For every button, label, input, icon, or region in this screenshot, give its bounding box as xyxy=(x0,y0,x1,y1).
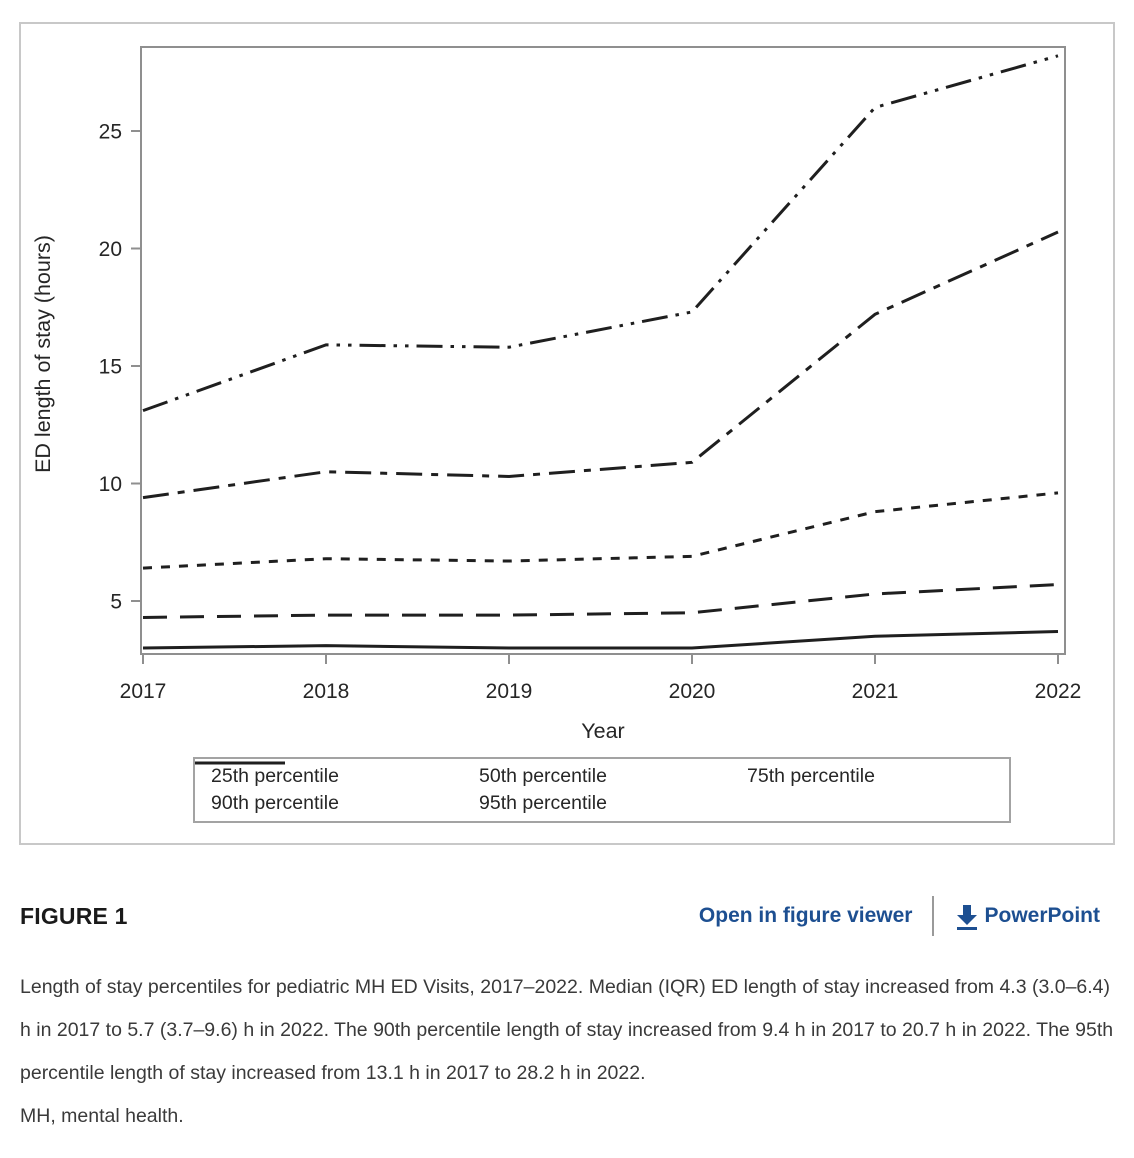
figure-panel: 5 10 15 20 25 2017 2018 2019 2020 2021 2022 Year ED … xyxy=(19,22,1115,845)
link-divider xyxy=(932,896,935,936)
svg-text:2021: 2021 xyxy=(852,680,899,703)
svg-text:ED length of stay (hours): ED length of stay (hours) xyxy=(31,235,55,473)
legend-item: 25th percentile xyxy=(195,761,479,788)
svg-text:20: 20 xyxy=(99,238,122,261)
legend-item: 75th percentile xyxy=(195,761,1015,788)
svg-text:2018: 2018 xyxy=(303,680,350,703)
svg-text:Year: Year xyxy=(581,719,624,743)
svg-text:2017: 2017 xyxy=(120,680,167,703)
figure-caption-block: Length of stay percentiles for pediatric… xyxy=(20,966,1118,1138)
legend-label: 95th percentile xyxy=(479,792,607,814)
legend-label: 25th percentile xyxy=(211,765,339,787)
download-icon xyxy=(954,902,980,930)
svg-text:2020: 2020 xyxy=(669,680,716,703)
svg-text:10: 10 xyxy=(99,473,122,496)
svg-text:2019: 2019 xyxy=(486,680,533,703)
svg-text:2022: 2022 xyxy=(1035,680,1082,703)
legend-label: 75th percentile xyxy=(747,765,875,787)
legend-item: 50th percentile xyxy=(195,761,747,788)
figure-header: FIGURE 1 Open in figure viewer PowerPoin… xyxy=(20,893,1100,939)
legend-label: 90th percentile xyxy=(211,792,339,814)
figure-label: FIGURE 1 xyxy=(20,902,128,929)
abbreviation-note: MH, mental health. xyxy=(20,1105,184,1127)
legend-item: 95th percentile xyxy=(195,761,747,815)
figure-action-links: Open in figure viewer PowerPoint xyxy=(699,896,1100,936)
svg-text:25: 25 xyxy=(99,121,122,144)
powerpoint-download-link[interactable]: PowerPoint xyxy=(954,902,1100,930)
legend-line-swatch xyxy=(195,761,285,765)
figure-caption: Length of stay percentiles for pediatric… xyxy=(20,976,1114,1084)
chart-legend: 25th percentile 50th percentile 75th perce… xyxy=(193,757,1011,823)
svg-text:5: 5 xyxy=(110,591,122,614)
open-figure-viewer-link[interactable]: Open in figure viewer xyxy=(698,904,913,927)
legend-label: 50th percentile xyxy=(479,765,607,787)
line-chart: 5 10 15 20 25 2017 2018 2019 2020 2021 2022 Year ED … xyxy=(31,46,1082,743)
legend-item: 90th percentile xyxy=(195,761,479,815)
svg-text:15: 15 xyxy=(99,356,122,379)
